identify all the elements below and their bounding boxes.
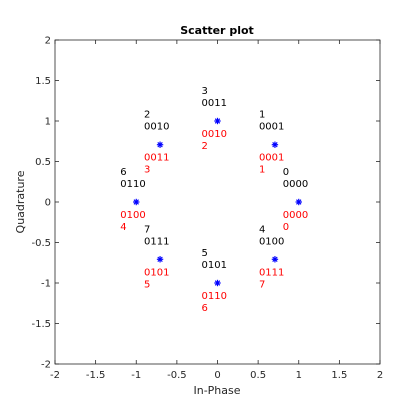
mapped-index-label: 1 xyxy=(259,165,265,176)
axes-box xyxy=(54,39,381,365)
mapped-index-label: 6 xyxy=(202,303,208,314)
y-tick-label: -1 xyxy=(41,279,51,290)
mapped-index-label: 5 xyxy=(144,279,150,290)
ref-bits-label: 0110 xyxy=(120,179,145,190)
ref-bits-label: 0001 xyxy=(259,122,284,133)
mapped-index-label: 2 xyxy=(202,141,208,152)
point-marker-d2 xyxy=(272,142,278,148)
mapped-bits-label: 0101 xyxy=(144,267,169,278)
x-tick-label: 2 xyxy=(377,370,383,381)
ref-index-label: 0 xyxy=(283,167,289,178)
ref-bits-label: 0111 xyxy=(144,236,169,247)
point-marker-d2 xyxy=(157,142,163,148)
y-axis-title: Quadrature xyxy=(14,170,27,233)
mapped-bits-label: 0001 xyxy=(259,153,284,164)
ref-bits-label: 0000 xyxy=(283,179,308,190)
chart-title: Scatter plot xyxy=(180,24,254,37)
y-tick-label: 0 xyxy=(45,198,51,209)
x-axis-title: In-Phase xyxy=(193,384,240,397)
mapped-index-label: 3 xyxy=(144,165,150,176)
x-tick-label: 1 xyxy=(296,370,302,381)
ref-bits-label: 0011 xyxy=(202,98,227,109)
ref-index-label: 3 xyxy=(202,86,208,97)
y-tick-label: -1.5 xyxy=(31,319,51,330)
x-tick-label: -1 xyxy=(131,370,141,381)
x-tick-label: 0 xyxy=(214,370,220,381)
y-tick-label: 1.5 xyxy=(35,76,51,87)
mapped-bits-label: 0100 xyxy=(120,210,145,221)
point-marker-d2 xyxy=(157,256,163,262)
x-tick-label: -1.5 xyxy=(86,370,106,381)
mapped-bits-label: 0011 xyxy=(144,153,169,164)
mapped-bits-label: 0010 xyxy=(202,129,227,140)
x-tick-label: 0.5 xyxy=(250,370,266,381)
mapped-index-label: 7 xyxy=(259,279,265,290)
point-marker-d2 xyxy=(296,199,302,205)
ref-bits-label: 0100 xyxy=(259,236,284,247)
x-tick-label: -0.5 xyxy=(167,370,187,381)
y-tick-label: 0.5 xyxy=(35,157,51,168)
y-tick-label: 2 xyxy=(45,36,51,47)
mapped-index-label: 4 xyxy=(120,222,126,233)
x-tick-label: -2 xyxy=(50,370,60,381)
x-tick-label: 1.5 xyxy=(331,370,347,381)
ref-index-label: 5 xyxy=(202,248,208,259)
mapped-index-label: 0 xyxy=(283,222,289,233)
mapped-bits-label: 0000 xyxy=(283,210,308,221)
y-tick-label: 1 xyxy=(45,117,51,128)
ref-index-label: 2 xyxy=(144,110,150,121)
ref-index-label: 6 xyxy=(120,167,126,178)
y-tick-label: -0.5 xyxy=(31,238,51,249)
ref-index-label: 7 xyxy=(144,224,150,235)
ref-index-label: 4 xyxy=(259,224,265,235)
ref-index-label: 1 xyxy=(259,110,265,121)
point-marker-d2 xyxy=(214,118,221,124)
mapped-bits-label: 0110 xyxy=(202,291,227,302)
ref-bits-label: 0010 xyxy=(144,122,169,133)
point-marker-d2 xyxy=(272,256,278,262)
mapped-bits-label: 0111 xyxy=(259,267,284,278)
point-marker-d2 xyxy=(133,199,139,205)
plot-area: -2 -1.5 -1 -0.5 0 0.5 1 1.5 2 -2 -1.5 -1 -0.5 0 0.5 1 1.… xyxy=(31,36,383,382)
y-tick-label: -2 xyxy=(41,360,51,371)
ref-bits-label: 0101 xyxy=(202,260,227,271)
point-marker-d2 xyxy=(214,280,221,286)
